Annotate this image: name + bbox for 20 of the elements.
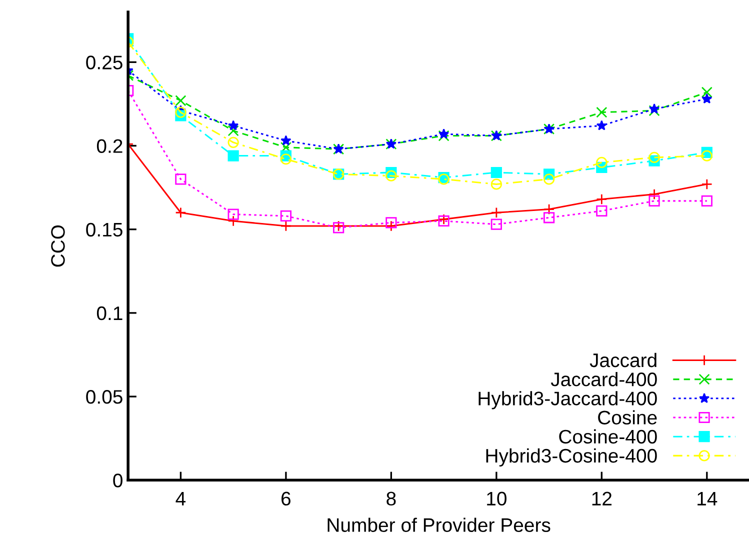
y-tick-label: 0.2 bbox=[96, 139, 122, 153]
y-tick-label: 0.1 bbox=[96, 306, 122, 320]
y-tick-label: 0 bbox=[113, 474, 122, 488]
y-axis-title: CCO bbox=[51, 225, 65, 267]
legend-label: Jaccard bbox=[590, 352, 656, 368]
y-tick-label: 0.25 bbox=[86, 56, 122, 70]
legend-label: Hybrid3-Jaccard-400 bbox=[478, 391, 657, 410]
y-tick-label: 0.15 bbox=[86, 222, 122, 237]
legend-label: Jaccard-400 bbox=[550, 372, 657, 386]
y-tick-label: 0.05 bbox=[86, 390, 122, 404]
x-tick-label: 12 bbox=[592, 492, 612, 506]
x-tick-label: 6 bbox=[282, 492, 290, 506]
x-tick-label: 10 bbox=[487, 492, 506, 506]
x-axis-title: Number of Provider Peers bbox=[328, 518, 550, 532]
x-tick-label: 8 bbox=[386, 492, 396, 506]
x-tick-label: 14 bbox=[698, 492, 718, 506]
legend-label: Cosine bbox=[598, 410, 657, 424]
x-tick-label: 4 bbox=[176, 492, 186, 506]
legend-label: Hybrid3-Cosine-400 bbox=[486, 448, 657, 467]
legend-label: Cosine-400 bbox=[559, 429, 657, 444]
